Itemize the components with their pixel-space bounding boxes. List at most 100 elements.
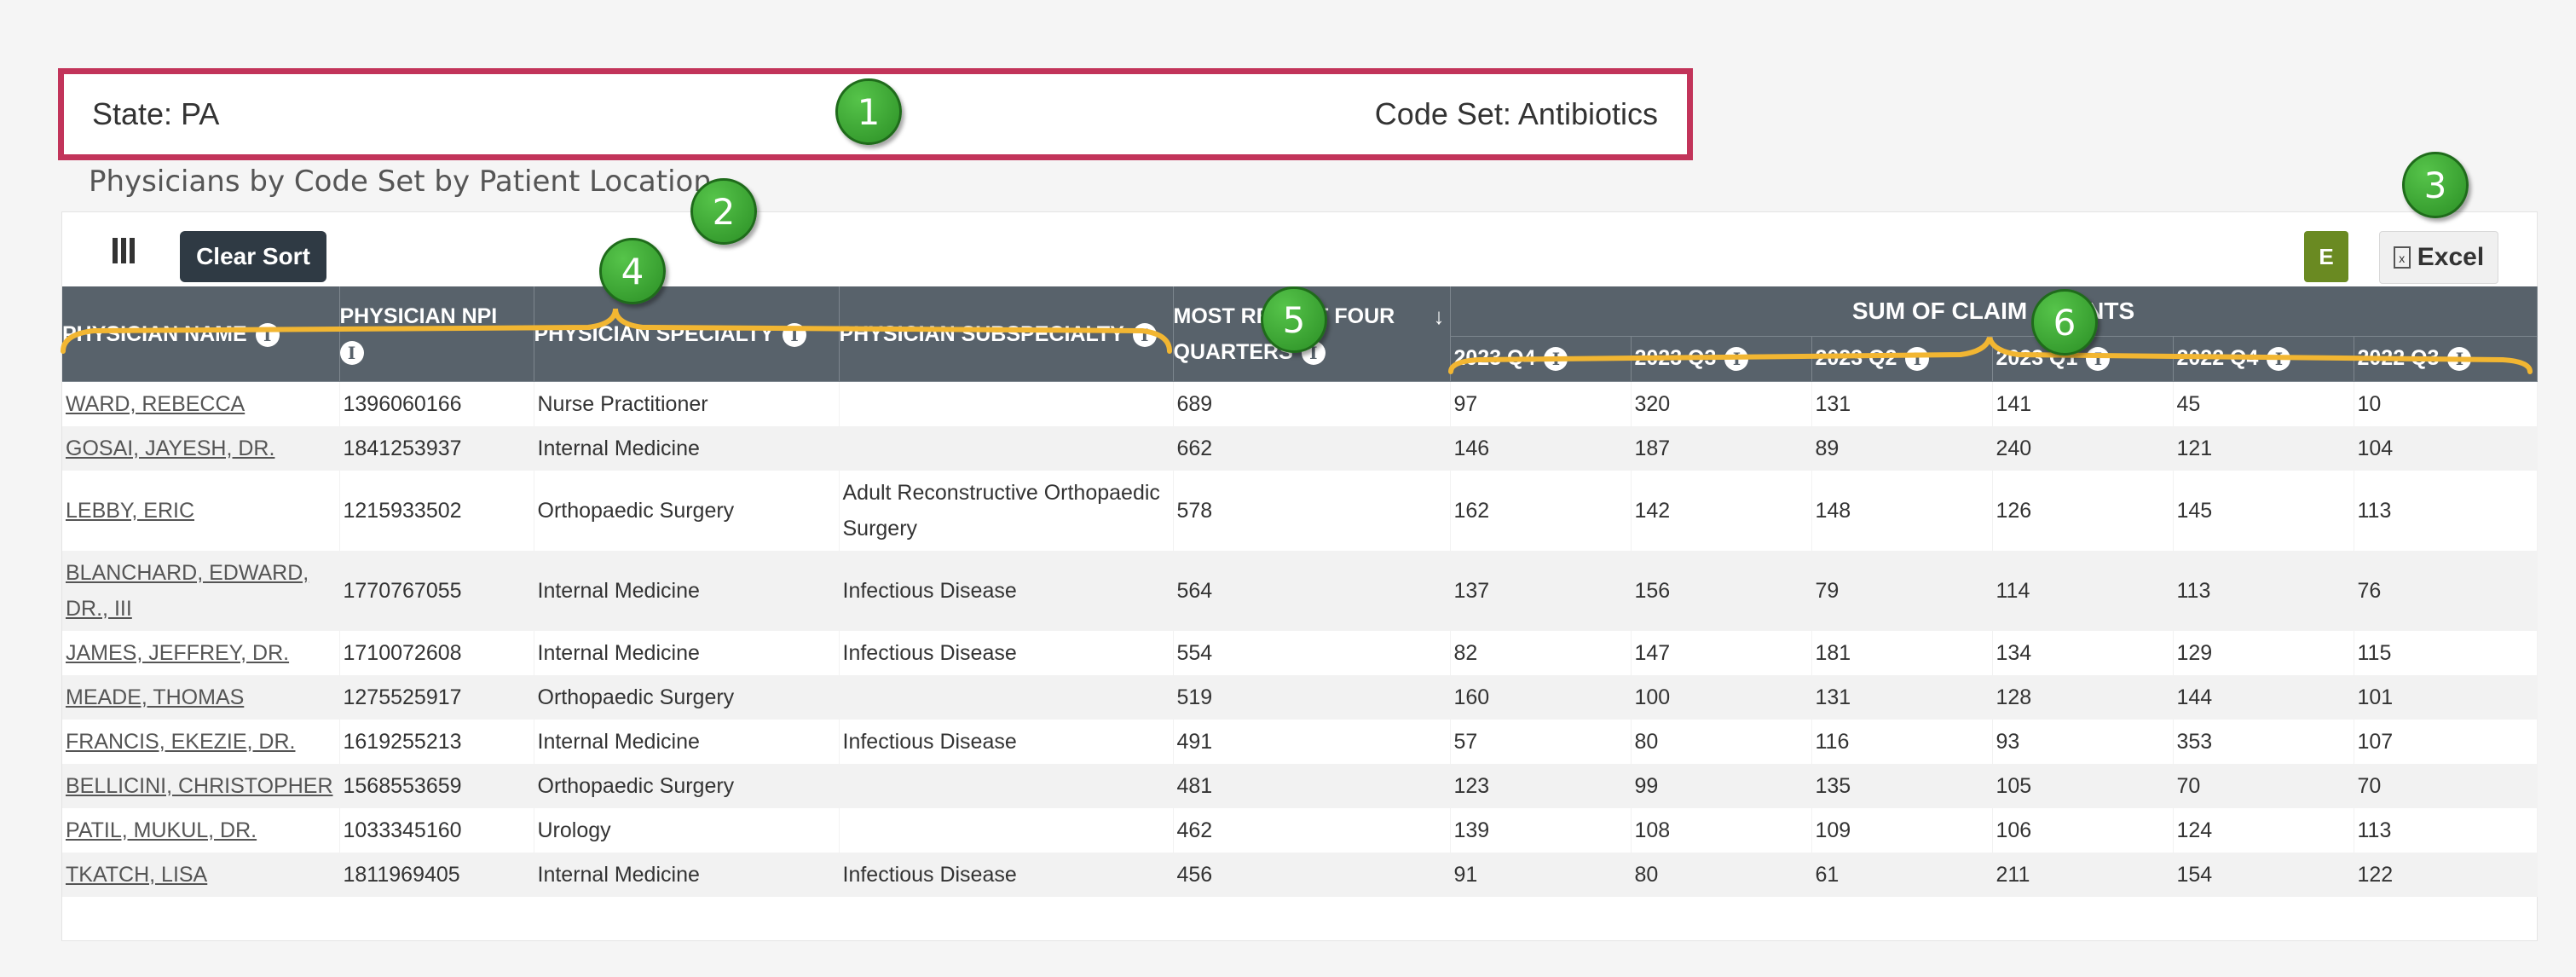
quarter-cell: 76 [2354, 550, 2538, 631]
npi-cell: 1396060166 [339, 381, 534, 426]
callout-1: 1 [835, 78, 902, 145]
recent-quarters-cell: 554 [1173, 630, 1451, 675]
quarter-cell: 115 [2354, 630, 2538, 675]
physician-link[interactable]: FRANCIS, EKEZIE, DR. [66, 729, 296, 754]
col-header-2023-q3[interactable]: 2023 Q3 i [1631, 336, 1812, 382]
subspecialty-cell: Infectious Disease [839, 852, 1174, 897]
callout-4: 4 [599, 238, 666, 304]
excel-export-button[interactable]: x Excel [2379, 231, 2498, 284]
npi-cell: 1033345160 [339, 807, 534, 853]
specialty-cell: Nurse Practitioner [534, 381, 840, 426]
quarter-cell: 70 [2173, 763, 2354, 808]
table-row: PATIL, MUKUL, DR. 1033345160 Urology 462… [62, 807, 2538, 853]
quarter-cell: 142 [1631, 470, 1812, 551]
subspecialty-cell [839, 807, 1174, 853]
col-header-2023-q2[interactable]: 2023 Q2 i [1811, 336, 1993, 382]
col-header-2023-q4[interactable]: 2023 Q4 i [1450, 336, 1632, 382]
quarter-cell: 70 [2354, 763, 2538, 808]
quarter-cell: 122 [2354, 852, 2538, 897]
recent-quarters-cell: 689 [1173, 381, 1451, 426]
info-icon[interactable]: i [339, 340, 364, 365]
specialty-cell: Internal Medicine [534, 852, 840, 897]
table-row: FRANCIS, EKEZIE, DR. 1619255213 Internal… [62, 719, 2538, 764]
specialty-cell: Internal Medicine [534, 425, 840, 471]
col-header-physician-specialty[interactable]: PHYSICIAN SPECIALTY i [534, 286, 840, 382]
callout-5: 5 [1261, 286, 1327, 353]
specialty-cell: Internal Medicine [534, 550, 840, 631]
npi-cell: 1811969405 [339, 852, 534, 897]
quarter-cell: 181 [1811, 630, 1993, 675]
table-row: LEBBY, ERIC 1215933502 Orthopaedic Surge… [62, 470, 2538, 551]
quarter-cell: 97 [1450, 381, 1632, 426]
clear-sort-button[interactable]: Clear Sort [180, 231, 326, 282]
col-header-2022-q4[interactable]: 2022 Q4 i [2173, 336, 2354, 382]
quarter-cell: 107 [2354, 719, 2538, 764]
group-header-sum-of-claim-counts: SUM OF CLAIM COUNTS [1450, 286, 2538, 337]
info-icon[interactable]: i [2267, 347, 2291, 372]
info-icon[interactable]: i [1724, 347, 1749, 372]
info-icon[interactable]: i [2447, 347, 2472, 372]
quarter-cell: 113 [2354, 807, 2538, 853]
npi-cell: 1568553659 [339, 763, 534, 808]
info-icon[interactable]: i [2086, 347, 2111, 372]
quarter-cell: 101 [2354, 674, 2538, 720]
physician-link[interactable]: LEBBY, ERIC [66, 498, 195, 523]
info-icon[interactable]: i [255, 322, 280, 347]
quarter-cell: 144 [2173, 674, 2354, 720]
physician-link[interactable]: BLANCHARD, EDWARD, DR., III [66, 560, 309, 621]
subspecialty-cell: Adult Reconstructive Orthopaedic Surgery [839, 470, 1174, 551]
quarter-cell: 145 [2173, 470, 2354, 551]
col-header-physician-subspecialty[interactable]: PHYSICIAN SUBSPECIALTY i [839, 286, 1174, 382]
quarter-cell: 353 [2173, 719, 2354, 764]
physician-link[interactable]: MEADE, THOMAS [66, 685, 245, 709]
table-row: GOSAI, JAYESH, DR. 1841253937 Internal M… [62, 425, 2538, 471]
quarter-cell: 93 [1992, 719, 2174, 764]
recent-quarters-cell: 491 [1173, 719, 1451, 764]
columns-icon[interactable] [108, 238, 139, 269]
col-header-physician-npi[interactable]: PHYSICIAN NPI i [339, 286, 534, 382]
subspecialty-cell [839, 674, 1174, 720]
physician-link[interactable]: JAMES, JEFFREY, DR. [66, 640, 290, 665]
callout-6: 6 [2031, 289, 2098, 356]
quarter-cell: 211 [1992, 852, 2174, 897]
physician-link[interactable]: PATIL, MUKUL, DR. [66, 818, 257, 842]
quarter-cell: 105 [1992, 763, 2174, 808]
info-icon[interactable]: i [783, 322, 807, 347]
table-row: TKATCH, LISA 1811969405 Internal Medicin… [62, 852, 2538, 897]
info-icon[interactable]: i [1905, 347, 1930, 372]
physician-link[interactable]: BELLICINI, CHRISTOPHER [66, 773, 333, 798]
recent-quarters-cell: 519 [1173, 674, 1451, 720]
callout-2: 2 [690, 178, 757, 245]
info-icon[interactable]: i [1544, 347, 1568, 372]
e-button[interactable]: E [2304, 231, 2348, 282]
info-icon[interactable]: i [1132, 322, 1157, 347]
quarter-cell: 131 [1811, 674, 1993, 720]
quarter-cell: 114 [1992, 550, 2174, 631]
quarter-cell: 100 [1631, 674, 1812, 720]
recent-quarters-cell: 481 [1173, 763, 1451, 808]
table-row: BLANCHARD, EDWARD, DR., III 1770767055 I… [62, 550, 2538, 631]
quarter-cell: 129 [2173, 630, 2354, 675]
table-row: MEADE, THOMAS 1275525917 Orthopaedic Sur… [62, 674, 2538, 720]
quarter-cell: 128 [1992, 674, 2174, 720]
quarter-cell: 123 [1450, 763, 1632, 808]
quarter-cell: 134 [1992, 630, 2174, 675]
specialty-cell: Internal Medicine [534, 719, 840, 764]
col-header-physician-name[interactable]: PHYSICIAN NAME i [62, 286, 340, 382]
excel-button-label: Excel [2417, 243, 2485, 271]
subspecialty-cell: Infectious Disease [839, 719, 1174, 764]
subspecialty-cell [839, 763, 1174, 808]
physician-link[interactable]: WARD, REBECCA [66, 391, 245, 416]
table-row: WARD, REBECCA 1396060166 Nurse Practitio… [62, 381, 2538, 426]
quarter-cell: 79 [1811, 550, 1993, 631]
col-header-2022-q3[interactable]: 2022 Q3 i [2354, 336, 2538, 382]
quarter-cell: 45 [2173, 381, 2354, 426]
recent-quarters-cell: 578 [1173, 470, 1451, 551]
physicians-table: PHYSICIAN NAME i PHYSICIAN NPI i PHYSICIAN… [62, 286, 2538, 897]
physician-link[interactable]: TKATCH, LISA [66, 862, 208, 887]
table-row: JAMES, JEFFREY, DR. 1710072608 Internal … [62, 630, 2538, 675]
callout-3: 3 [2402, 152, 2469, 218]
subspecialty-cell: Infectious Disease [839, 630, 1174, 675]
report-title: Physicians by Code Set by Patient Locati… [89, 165, 712, 199]
physician-link[interactable]: GOSAI, JAYESH, DR. [66, 436, 275, 460]
